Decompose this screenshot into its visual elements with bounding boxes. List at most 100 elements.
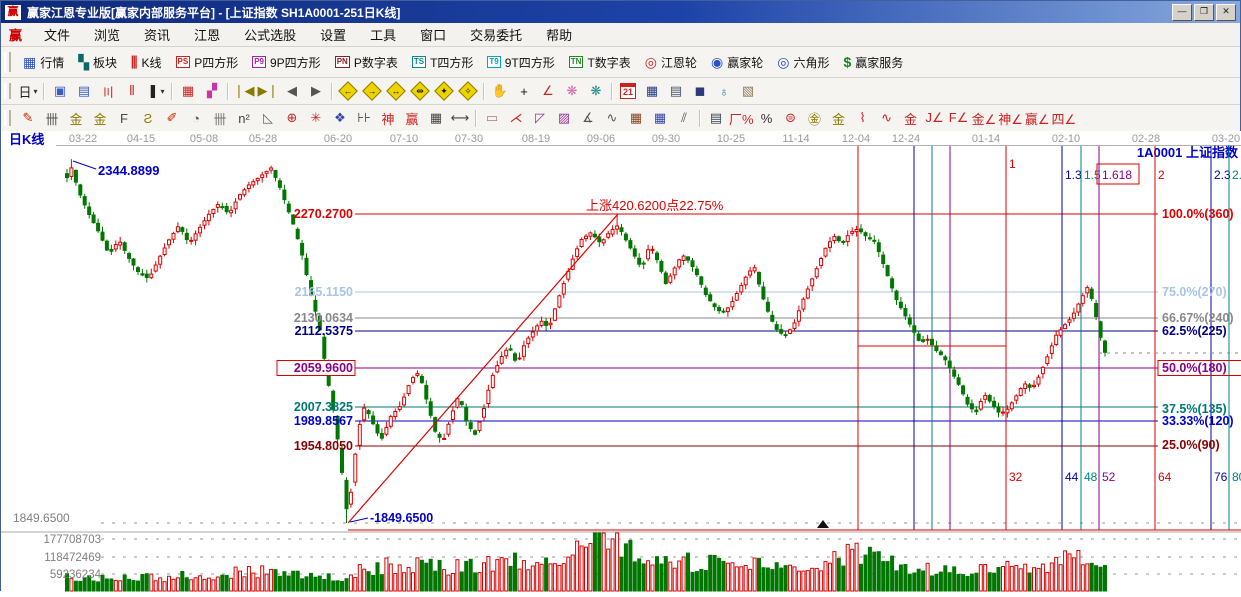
zoom-out-diamond-icon[interactable]: ✧ [457,80,479,102]
angle-ying-icon[interactable]: 赢∠ [1024,111,1050,127]
menu-item-browse[interactable]: 浏览 [94,28,121,43]
memo-icon[interactable]: ▤ [669,83,683,98]
pct-circle-icon[interactable]: ⊜ [785,110,797,125]
p9-square-button[interactable]: P9 9P四方形 [245,52,327,73]
hexagon-button[interactable]: ◎ 六角形 [770,52,836,73]
gold-grid2-icon[interactable]: 金 [93,111,107,127]
maximize-button[interactable]: ❐ [1194,3,1214,21]
draw-pen-icon[interactable]: ✎ [22,110,34,125]
pct-icon[interactable]: % [760,110,773,126]
t-square-button[interactable]: TS T四方形 [405,52,481,73]
zoom-left-diamond-icon[interactable]: ← [337,80,359,102]
bars-3-icon[interactable]: 〣 [101,84,115,100]
menu-item-trade-entrust[interactable]: 交易委托 [470,28,523,43]
s-grid-icon[interactable]: Ƨ [143,110,153,126]
bars-9-icon[interactable]: ⦀ [129,83,135,98]
ying-grid-icon[interactable]: 赢 [405,111,419,127]
angle-ruler-icon[interactable]: ◺ [263,110,273,125]
window-layout-icon[interactable]: ▣ [53,83,67,98]
fan-lines-icon[interactable]: ⋌ [509,110,523,125]
t-number-table-button[interactable]: TN T数字表 [562,52,638,73]
menu-item-help[interactable]: 帮助 [546,28,573,43]
pct-list-icon[interactable]: ▤ [709,110,723,125]
gann-wheel-button[interactable]: ◎ 江恩轮 [638,52,704,73]
menu-item-gann[interactable]: 江恩 [194,28,221,43]
web-box-icon[interactable]: ❖ [334,110,346,125]
sectors-button[interactable]: ▚ 板块 [71,52,124,73]
menu-item-formula-stock-pick[interactable]: 公式选股 [244,28,297,43]
grid-comb-icon[interactable]: 卌 [45,111,59,127]
kline-button[interactable]: ⫼ K线 [124,52,168,73]
chart-area[interactable]: 03-22 04-15 05-08 05-28 06-20 07-10 07-30 08-19… [1,131,1241,592]
gann-web-teal-icon[interactable]: ❋ [590,83,602,98]
close-button[interactable]: ✕ [1216,3,1236,21]
kline-chart-canvas[interactable]: 03-22 04-15 05-08 05-28 06-20 07-10 07-30 08-19… [1,131,1241,592]
expand-h-diamond-icon[interactable]: ↔ [385,80,407,102]
hand-drag-icon[interactable]: ✋ [491,83,509,98]
angle-pair-icon[interactable]: ∡ [582,110,594,125]
pct-under-icon[interactable]: 厂% [729,111,754,127]
zoom-in-diamond-icon[interactable]: ✦ [433,80,455,102]
menu-item-window[interactable]: 窗口 [420,28,447,43]
gold-bars-icon[interactable]: 金 [832,111,846,127]
minimize-button[interactable]: — [1172,3,1192,21]
compress-h-diamond-icon[interactable]: ⇹ [409,80,431,102]
web-red-icon[interactable]: ✳ [310,110,322,125]
shen-grid-icon[interactable]: 神 [381,111,395,127]
quote-list-icon[interactable]: ▤ [77,83,91,98]
angle-j-icon[interactable]: J∠ [925,110,944,125]
toolbar-grip[interactable] [4,52,11,72]
t9-square-button[interactable]: T9 9T四方形 [480,52,561,73]
width-arrows-icon[interactable]: ⟷ [450,110,470,125]
nav-last-icon[interactable]: ▶❘ [257,83,279,98]
remote-pc-icon[interactable]: ▧ [741,83,755,98]
plain-comb-icon[interactable]: 卌 [213,111,227,127]
save-icon[interactable]: ◼ [694,83,706,98]
menu-item-news[interactable]: 资讯 [144,28,171,43]
menu-item-file[interactable]: 文件 [44,28,71,43]
p-square-button[interactable]: PS P四方形 [169,52,246,73]
web-update-icon[interactable]: ♁ [719,83,729,99]
parallel-lines-icon[interactable]: ⫽ [681,110,687,125]
n2-grid-icon[interactable]: n² [238,110,250,126]
period-day-dropdown[interactable]: 日 ▾ [18,84,38,100]
color-kline-icon[interactable]: ▞ [207,83,217,98]
quotes-button[interactable]: ▦ 行情 [16,52,71,73]
toolbar-grip[interactable] [4,109,11,127]
rect-tool-icon[interactable]: ▭ [485,110,499,125]
candle-pen-icon[interactable]: ⌇ [859,110,866,125]
gold-red-icon[interactable]: 金 [904,111,918,127]
p-number-table-button[interactable]: PN P数字表 [328,52,405,73]
fan-box-icon[interactable]: ◸ [535,110,545,125]
winner-wheel-button[interactable]: ◉ 赢家轮 [704,52,770,73]
angle-f-icon[interactable]: F∠ [948,110,969,125]
angle-gold-icon[interactable]: 金∠ [971,111,997,127]
zigzag-icon[interactable]: ∿ [606,110,618,125]
gann-web-pink-icon[interactable]: ❋ [566,83,578,98]
grid-brown-icon[interactable]: ▦ [629,110,643,125]
zoom-right-diamond-icon[interactable]: → [361,80,383,102]
nav-next-icon[interactable]: ▶ [311,83,321,98]
nav-prev-icon[interactable]: ◀ [287,83,297,98]
num-grid-icon[interactable]: ▦ [429,110,443,125]
angle-shen-icon[interactable]: 神∠ [998,111,1023,127]
calendar-icon[interactable]: 21 [617,80,639,102]
menu-item-settings[interactable]: 设置 [320,28,347,43]
angle-measure-icon[interactable]: ∠ [542,83,554,98]
crosshair-icon[interactable]: + [520,83,528,99]
f-grid-icon[interactable]: F [120,110,128,126]
brush2-icon[interactable]: ✐ [166,110,178,125]
toolbar-grip[interactable] [4,82,11,100]
tick-lines-icon[interactable]: ⊦⊦ [357,110,371,125]
angle-si-icon[interactable]: 四∠ [1051,111,1077,127]
candle-style-dropdown[interactable]: ❚ ▾ [147,83,165,98]
gold-grid-icon[interactable]: 金 [69,111,83,127]
nav-first-icon[interactable]: ❘◀ [233,83,255,98]
clock-circle-icon[interactable]: ◔ [192,110,200,126]
pattern-box-icon[interactable]: ▨ [557,110,571,125]
menu-item-tools[interactable]: 工具 [370,28,397,43]
grid-blue-icon[interactable]: ▦ [653,110,667,125]
winner-service-button[interactable]: $ 赢家服务 [836,52,910,73]
wave-tool-icon[interactable]: ∿ [881,110,893,125]
target-cross-icon[interactable]: ⊕ [286,110,298,125]
